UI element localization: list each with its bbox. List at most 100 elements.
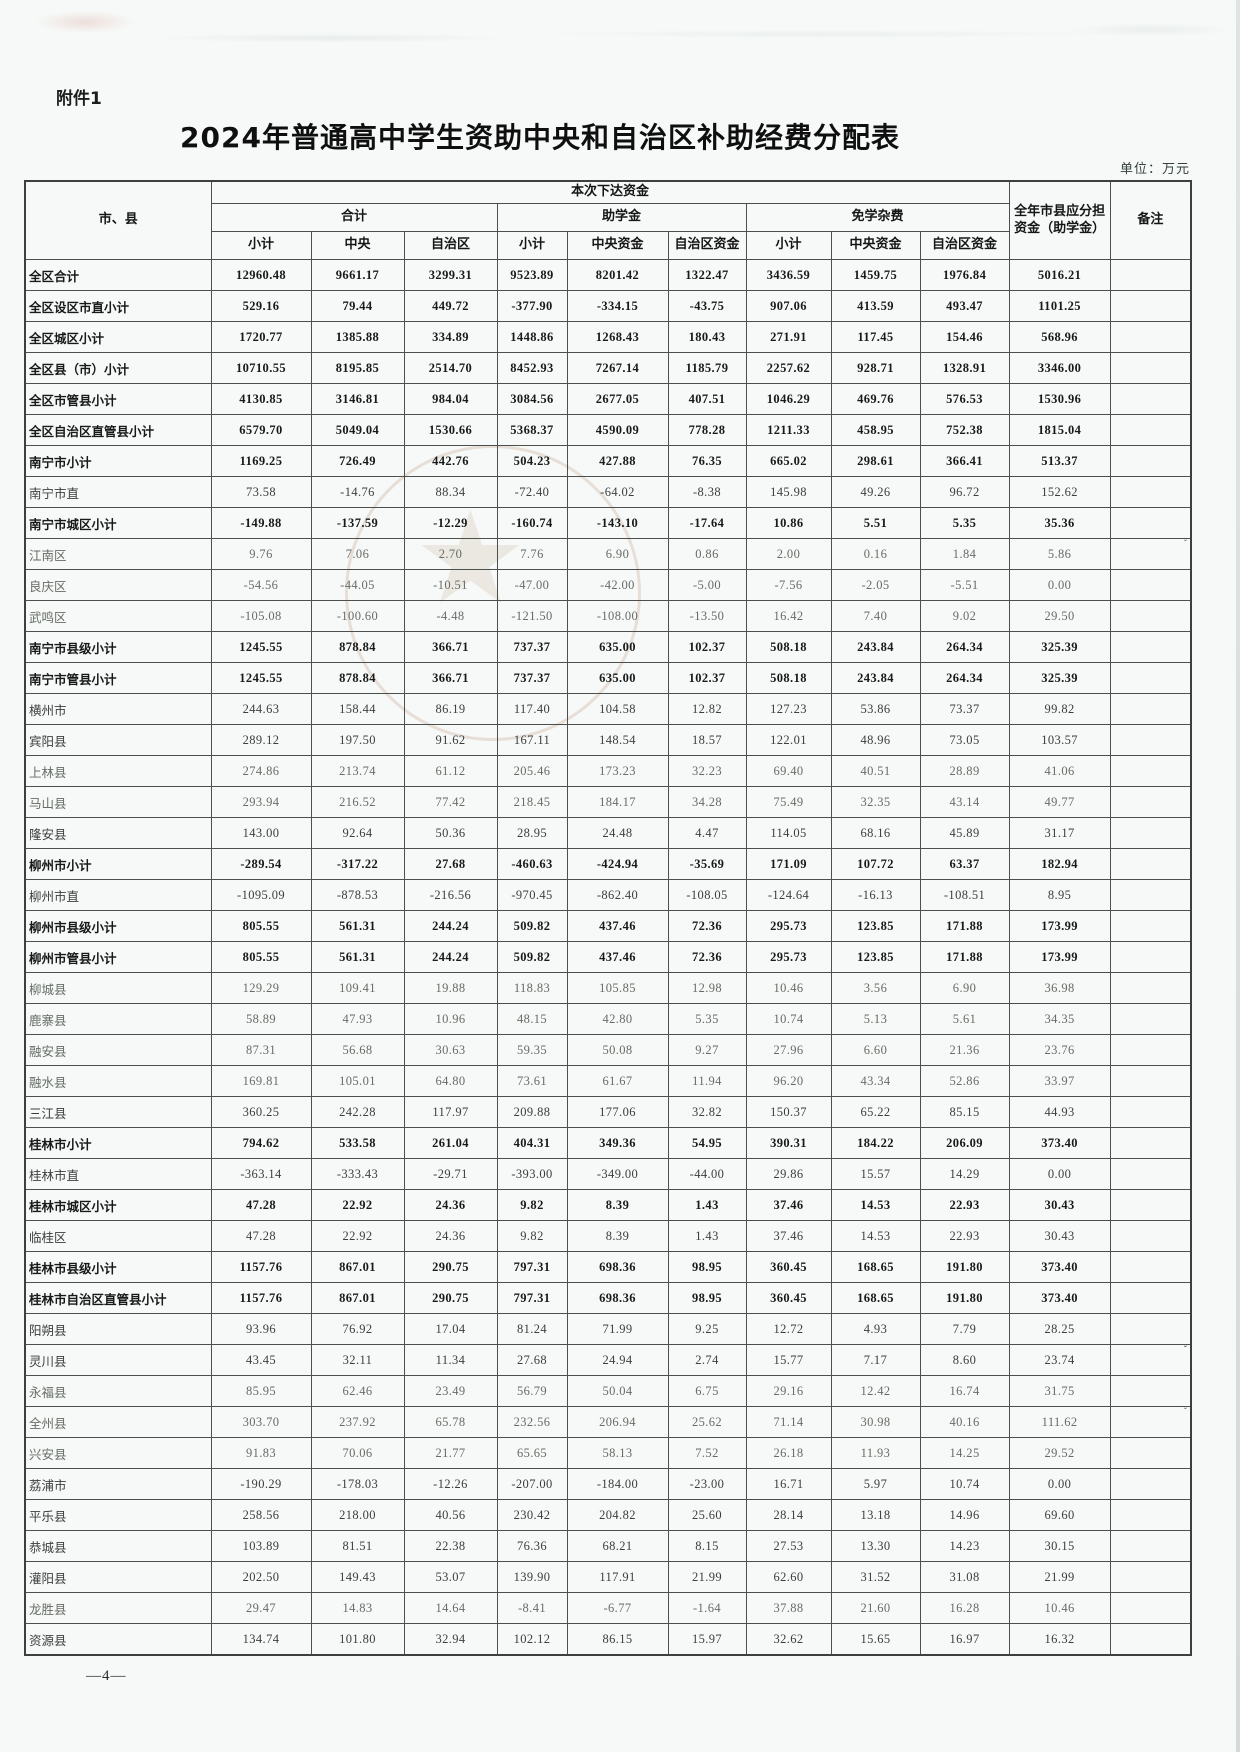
value-cell: 6.75 [667, 1375, 747, 1407]
value-cell: -460.63 [496, 848, 568, 880]
value-cell: 752.38 [919, 414, 1010, 446]
remark-cell [1109, 1313, 1192, 1345]
value-cell: 27.68 [403, 848, 498, 880]
value-cell: 665.02 [745, 445, 832, 477]
value-cell: 6.90 [566, 538, 669, 570]
table-row: 南宁市小计 1169.25 726.49 442.76 504.23 427.88 76.3… [24, 445, 1192, 477]
value-cell: 0.86 [667, 538, 747, 570]
value-cell: -363.14 [210, 1158, 312, 1190]
value-cell: 26.18 [745, 1437, 832, 1469]
table-row: 南宁市管县小计 1245.55 878.84 366.71 737.37 635.00 10… [24, 662, 1192, 694]
value-cell: 54.95 [667, 1127, 747, 1159]
table-row: 桂林市城区小计 47.28 22.92 24.36 9.82 8.39 1.43 37.46 1… [24, 1189, 1192, 1221]
remark-cell [1109, 352, 1192, 384]
remark-cell: ˇ [1109, 538, 1192, 570]
value-cell: -105.08 [210, 600, 312, 632]
value-cell: 15.65 [830, 1623, 921, 1656]
value-cell: 0.00 [1008, 1468, 1111, 1500]
value-cell: 261.04 [403, 1127, 498, 1159]
value-cell: 325.39 [1008, 662, 1111, 694]
value-cell: 334.89 [403, 321, 498, 353]
value-cell: 14.64 [403, 1592, 498, 1624]
value-cell: -5.00 [667, 569, 747, 601]
row-label: 南宁市县级小计 [24, 631, 212, 663]
value-cell: 75.49 [745, 786, 832, 818]
value-cell: -121.50 [496, 600, 568, 632]
value-cell: 243.84 [830, 631, 921, 663]
value-cell: 35.36 [1008, 507, 1111, 539]
table-row: 平乐县 258.56 218.00 40.56 230.42 204.82 25.60 28.… [24, 1499, 1192, 1531]
remark-cell [1109, 1251, 1192, 1283]
value-cell: 15.97 [667, 1623, 747, 1656]
value-cell: 76.36 [496, 1530, 568, 1562]
value-cell: 29.86 [745, 1158, 832, 1190]
value-cell: 325.39 [1008, 631, 1111, 663]
value-cell: 56.68 [310, 1034, 405, 1066]
row-label: 柳州市管县小计 [24, 941, 212, 973]
value-cell: 209.88 [496, 1096, 568, 1128]
value-cell: 173.99 [1008, 910, 1111, 942]
remark-cell [1109, 817, 1192, 849]
row-label: 灵川县 [24, 1344, 212, 1376]
value-cell: 14.53 [830, 1189, 921, 1221]
value-cell: 118.83 [496, 972, 568, 1004]
value-cell: 32.35 [830, 786, 921, 818]
table-row: 全区城区小计 1720.77 1385.88 334.89 1448.86 1268.43… [24, 321, 1192, 353]
value-cell: 1101.25 [1008, 290, 1111, 322]
value-cell: -35.69 [667, 848, 747, 880]
value-cell: 5016.21 [1008, 259, 1111, 291]
value-cell: -6.77 [566, 1592, 669, 1624]
value-cell: 73.61 [496, 1065, 568, 1097]
value-cell: 173.99 [1008, 941, 1111, 973]
value-cell: 12960.48 [210, 259, 312, 291]
value-cell: -862.40 [566, 879, 669, 911]
value-cell: 168.65 [830, 1251, 921, 1283]
value-cell: 907.06 [745, 290, 832, 322]
value-cell: 32.23 [667, 755, 747, 787]
value-cell: 129.29 [210, 972, 312, 1004]
value-cell: 117.45 [830, 321, 921, 353]
value-cell: 13.30 [830, 1530, 921, 1562]
value-cell: 48.96 [830, 724, 921, 756]
remark-cell [1109, 1437, 1192, 1469]
row-label: 阳朔县 [24, 1313, 212, 1345]
value-cell: 360.25 [210, 1096, 312, 1128]
value-cell: 145.98 [745, 476, 832, 508]
value-cell: -216.56 [403, 879, 498, 911]
remark-cell [1109, 569, 1192, 601]
value-cell: 202.50 [210, 1561, 312, 1593]
value-cell: 737.37 [496, 662, 568, 694]
value-cell: 117.40 [496, 693, 568, 725]
value-cell: -349.00 [566, 1158, 669, 1190]
value-cell: 8452.93 [496, 352, 568, 384]
value-cell: -47.00 [496, 569, 568, 601]
value-cell: 1185.79 [667, 352, 747, 384]
remark-cell [1109, 1034, 1192, 1066]
value-cell: 407.51 [667, 383, 747, 415]
value-cell: 529.16 [210, 290, 312, 322]
value-cell: -17.64 [667, 507, 747, 539]
header-group-waiver: 免学杂费 [745, 203, 1010, 232]
value-cell: 6.90 [919, 972, 1010, 1004]
value-cell: 171.88 [919, 910, 1010, 942]
table-row: 南宁市直 73.58 -14.76 88.34 -72.40 -64.02 -8.38 145… [24, 476, 1192, 508]
value-cell: 698.36 [566, 1251, 669, 1283]
remark-cell [1109, 1592, 1192, 1624]
value-cell: 264.34 [919, 631, 1010, 663]
value-cell: 206.09 [919, 1127, 1010, 1159]
value-cell: -878.53 [310, 879, 405, 911]
value-cell: 25.60 [667, 1499, 747, 1531]
value-cell: 191.80 [919, 1251, 1010, 1283]
value-cell: 366.41 [919, 445, 1010, 477]
remark-cell [1109, 910, 1192, 942]
remark-cell [1109, 476, 1192, 508]
value-cell: -970.45 [496, 879, 568, 911]
row-label: 平乐县 [24, 1499, 212, 1531]
value-cell: -14.76 [310, 476, 405, 508]
value-cell: -178.03 [310, 1468, 405, 1500]
remark-cell [1109, 383, 1192, 415]
row-label: 兴安县 [24, 1437, 212, 1469]
value-cell: 102.37 [667, 662, 747, 694]
value-cell: 117.97 [403, 1096, 498, 1128]
value-cell: 8.60 [919, 1344, 1010, 1376]
